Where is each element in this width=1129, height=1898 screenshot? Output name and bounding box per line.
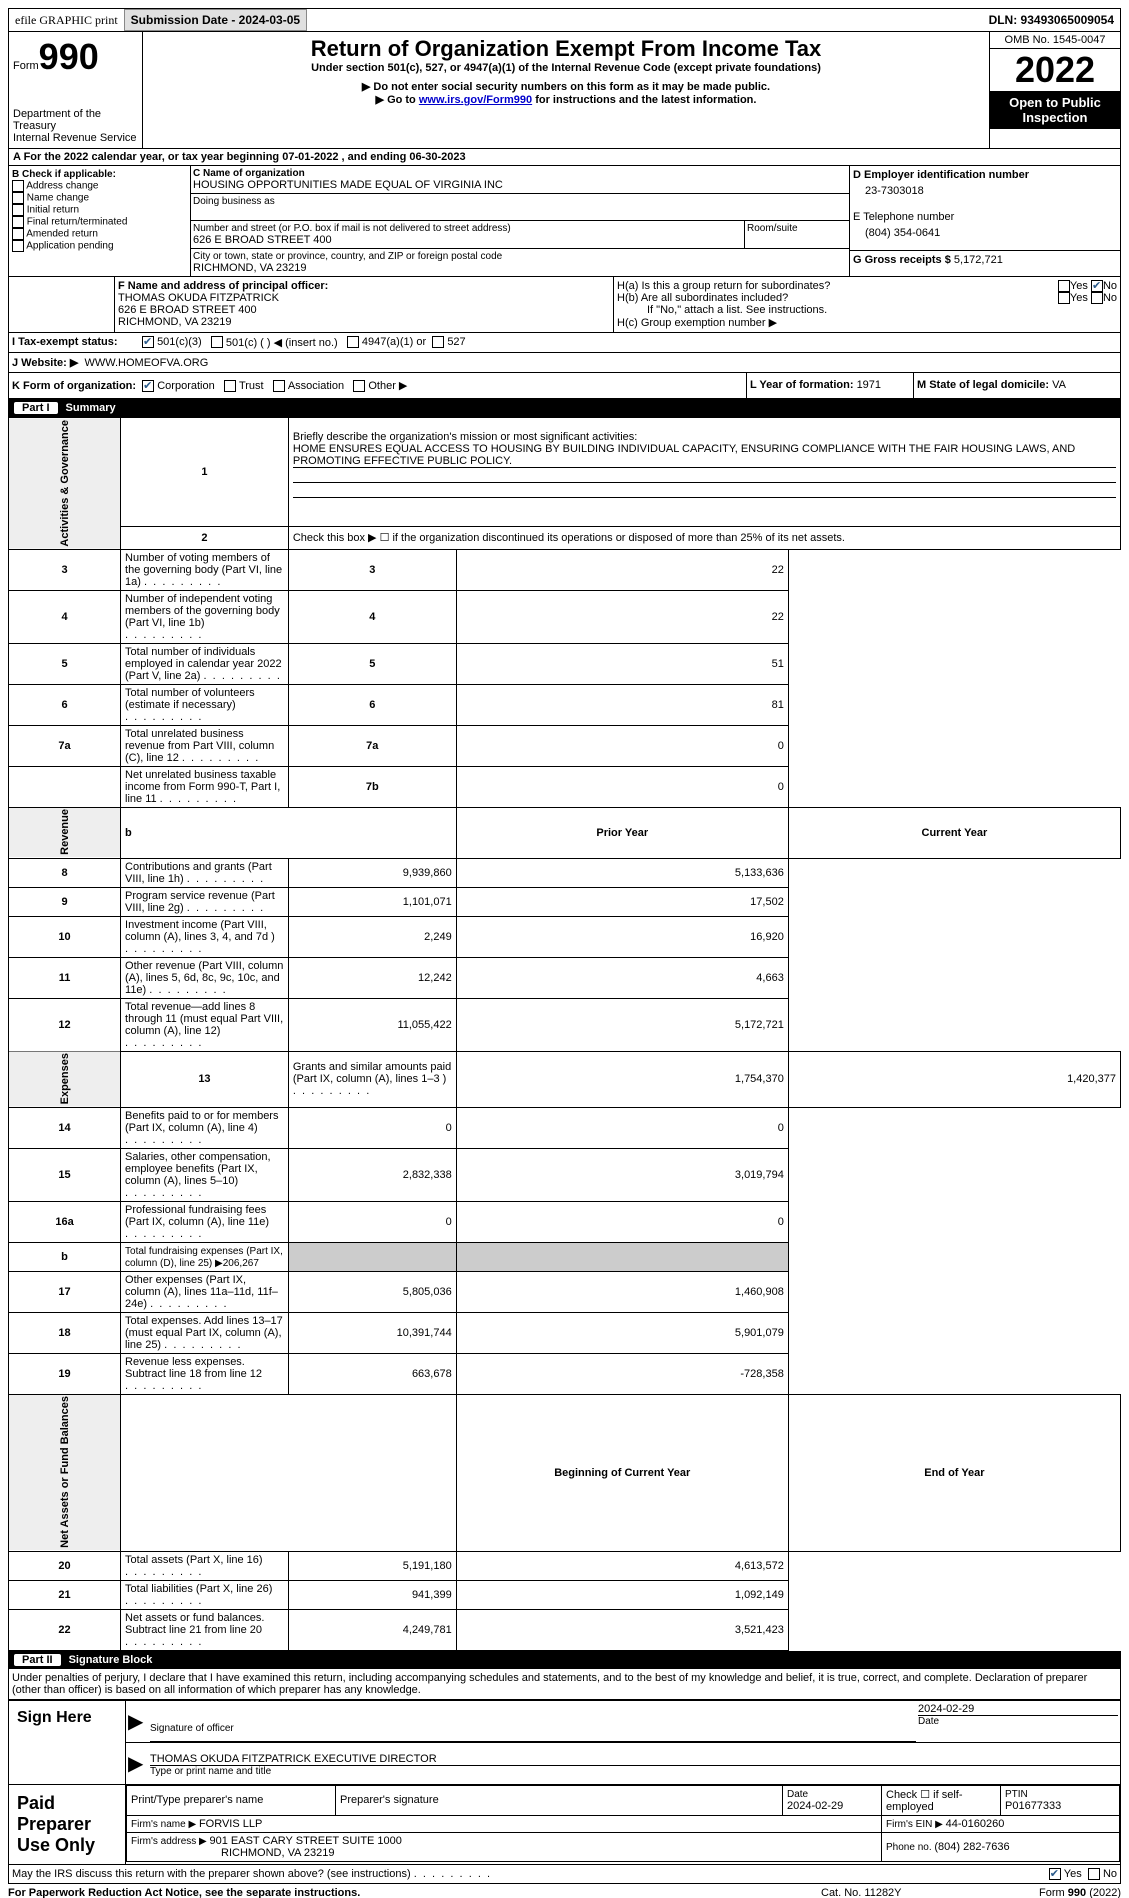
paid-preparer-block: Paid Preparer Use Only Print/Type prepar… [8, 1785, 1121, 1865]
k-assoc-checkbox[interactable] [273, 380, 285, 392]
line1-num: 1 [121, 418, 289, 527]
website-value: WWW.HOMEOFVA.ORG [84, 357, 208, 369]
vlabel-ag: Activities & Governance [9, 418, 121, 550]
dept-label: Department of the Treasury [13, 108, 138, 132]
hb-no-checkbox[interactable] [1091, 292, 1103, 304]
arrow-icon: ▶ [126, 1743, 150, 1784]
section-klm: K Form of organization: Corporation Trus… [8, 373, 1121, 399]
i-501c-checkbox[interactable] [211, 336, 223, 348]
section-f: F Name and address of principal officer:… [115, 277, 613, 332]
section-b: B Check if applicable: Address change Na… [9, 166, 191, 276]
b-option: Initial return [12, 204, 187, 216]
i-4947-checkbox[interactable] [347, 336, 359, 348]
form-word: Form [13, 60, 39, 72]
header-left: Form990 Department of the Treasury Inter… [9, 32, 143, 148]
line-a: A For the 2022 calendar year, or tax yea… [8, 149, 1121, 166]
g-receipts: G Gross receipts $ 5,172,721 [850, 250, 1120, 269]
mayirs-yes-checkbox[interactable] [1049, 1868, 1061, 1880]
k-trust-checkbox[interactable] [224, 380, 236, 392]
footer: For Paperwork Reduction Act Notice, see … [8, 1884, 1121, 1898]
k-other-checkbox[interactable] [353, 380, 365, 392]
sign-here-label: Sign Here [9, 1701, 125, 1784]
vlabel-na: Net Assets or Fund Balances [9, 1394, 121, 1551]
irs-label: Internal Revenue Service [13, 132, 138, 144]
arrow-icon: ▶ [126, 1701, 150, 1742]
b-label: B Check if applicable: [12, 169, 187, 180]
header-right: OMB No. 1545-0047 2022 Open to Public In… [989, 32, 1120, 148]
c-dba-row: Doing business as [191, 194, 849, 221]
paid-preparer-label: Paid Preparer Use Only [9, 1785, 125, 1864]
section-fh: F Name and address of principal officer:… [8, 277, 1121, 333]
note-2: ▶ Go to www.irs.gov/Form990 for instruct… [147, 93, 985, 106]
hb-yes-checkbox[interactable] [1058, 292, 1070, 304]
section-c: C Name of organization HOUSING OPPORTUNI… [191, 166, 849, 276]
mayirs-no-checkbox[interactable] [1088, 1868, 1100, 1880]
vlabel-exp: Expenses [9, 1051, 121, 1107]
ha-no-checkbox[interactable] [1091, 280, 1103, 292]
section-deg: D Employer identification number 23-7303… [849, 166, 1120, 276]
form-number: 990 [39, 36, 99, 77]
dln-label: DLN: 93493065009054 [983, 10, 1120, 30]
submission-date-button[interactable]: Submission Date - 2024-03-05 [124, 9, 307, 31]
c-name-row: C Name of organization HOUSING OPPORTUNI… [191, 166, 849, 194]
form-header: Form990 Department of the Treasury Inter… [8, 32, 1121, 149]
form-title: Return of Organization Exempt From Incom… [147, 36, 985, 62]
section-j: J Website: ▶ WWW.HOMEOFVA.ORG [8, 353, 1121, 373]
irs-link[interactable]: www.irs.gov/Form990 [419, 94, 532, 106]
c-city-row: City or town, state or province, country… [191, 249, 849, 276]
topbar: efile GRAPHIC print Submission Date - 20… [8, 8, 1121, 32]
sign-here-block: Sign Here ▶ Signature of officer 2024-02… [8, 1700, 1121, 1785]
vlabel-rev: Revenue [9, 807, 121, 858]
section-i: I Tax-exempt status: 501(c)(3) 501(c) ( … [8, 333, 1121, 353]
b-option: Final return/terminated [12, 216, 187, 228]
line1-label: Briefly describe the organization's miss… [288, 418, 1120, 527]
open-inspection: Open to Public Inspection [990, 91, 1120, 129]
i-501c3-checkbox[interactable] [142, 336, 154, 348]
b-option: Address change [12, 180, 187, 192]
e-phone: E Telephone number (804) 354-0641 [850, 208, 1120, 242]
part1-table: Activities & Governance 1 Briefly descri… [8, 417, 1121, 1651]
may-irs-row: May the IRS discuss this return with the… [8, 1865, 1121, 1884]
form-subtitle: Under section 501(c), 527, or 4947(a)(1)… [147, 62, 985, 74]
note-1: ▶ Do not enter social security numbers o… [147, 80, 985, 93]
header-mid: Return of Organization Exempt From Incom… [143, 32, 989, 148]
section-h: H(a) Is this a group return for subordin… [613, 277, 1120, 332]
c-street-row: Number and street (or P.O. box if mail i… [191, 221, 849, 249]
b-option: Application pending [12, 240, 187, 252]
line2: Check this box ▶ ☐ if the organization d… [288, 526, 1120, 549]
ha-yes-checkbox[interactable] [1058, 280, 1070, 292]
section-bcd: B Check if applicable: Address change Na… [8, 166, 1121, 277]
omb-number: OMB No. 1545-0047 [990, 32, 1120, 49]
i-527-checkbox[interactable] [432, 336, 444, 348]
part2-header: Part II Signature Block [8, 1651, 1121, 1669]
k-corp-checkbox[interactable] [142, 380, 154, 392]
b-option: Amended return [12, 228, 187, 240]
tax-year: 2022 [990, 49, 1120, 91]
declaration: Under penalties of perjury, I declare th… [8, 1669, 1121, 1700]
efile-label: efile GRAPHIC print [9, 10, 124, 31]
b-option: Name change [12, 192, 187, 204]
part1-header: Part I Summary [8, 399, 1121, 417]
d-ein: D Employer identification number 23-7303… [850, 166, 1120, 200]
